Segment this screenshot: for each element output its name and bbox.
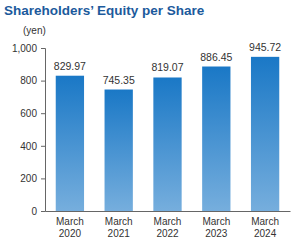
data-label: 829.97: [54, 60, 86, 72]
y-tick-label: 1,000: [12, 43, 37, 54]
y-axis: 0 200 400 600 800 1,000: [12, 43, 46, 217]
x-tick-label: March2023: [202, 216, 230, 239]
bar: [153, 77, 181, 211]
y-tick-label: 800: [20, 75, 37, 86]
x-axis: March2020 March2021 March2022 March2023 Marc…: [46, 212, 291, 239]
x-tick-label: March2022: [154, 216, 182, 239]
x-tick-label: March2020: [56, 216, 84, 239]
y-tick: 200: [20, 173, 45, 184]
y-tick-mark: [41, 178, 45, 179]
x-tick: March2022: [154, 216, 182, 239]
y-tick-mark: [41, 48, 45, 49]
y-tick: 400: [20, 141, 45, 152]
y-tick-mark: [41, 211, 45, 212]
chart: Shareholders’ Equity per Share (yen) 829.9…: [0, 0, 300, 243]
x-tick: March2020: [56, 216, 84, 239]
y-axis-title: (yen): [23, 25, 46, 36]
bar: [56, 76, 84, 211]
x-tick-label: March2024: [251, 216, 279, 239]
y-tick: 1,000: [12, 43, 45, 54]
bar: [105, 90, 133, 211]
x-tick: March2021: [105, 216, 133, 239]
y-tick-mark: [41, 146, 45, 147]
data-label: 745.35: [103, 74, 135, 86]
y-tick-label: 600: [20, 108, 37, 119]
x-tick: March2023: [202, 216, 230, 239]
bars: [56, 57, 280, 211]
bar: [251, 57, 279, 211]
bar: [202, 67, 230, 211]
y-tick: 600: [20, 108, 45, 119]
data-label: 886.45: [200, 51, 232, 63]
x-axis-line: [46, 211, 291, 212]
y-tick: 0: [31, 206, 45, 217]
y-tick-label: 400: [20, 141, 37, 152]
y-axis-line: [41, 49, 46, 212]
y-tick-label: 200: [20, 173, 37, 184]
title: Shareholders’ Equity per Share: [4, 3, 205, 18]
x-tick: March2024: [251, 216, 279, 239]
data-label: 819.07: [151, 61, 183, 73]
x-tick-label: March2021: [105, 216, 133, 239]
data-label: 945.72: [249, 41, 281, 53]
y-tick: 800: [20, 75, 45, 86]
y-tick-mark: [41, 113, 45, 114]
y-tick-label: 0: [31, 206, 37, 217]
y-tick-mark: [41, 81, 45, 82]
